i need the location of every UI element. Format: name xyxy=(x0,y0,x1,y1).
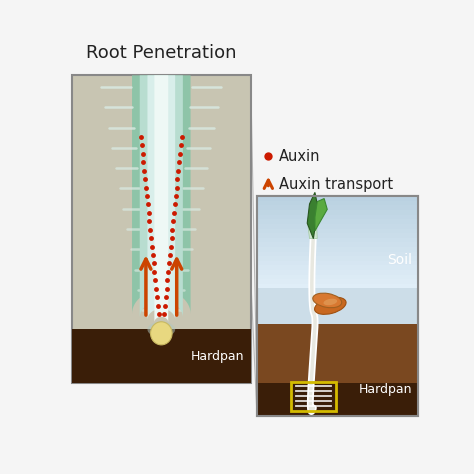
Text: Root Penetration: Root Penetration xyxy=(86,44,237,62)
Text: Hardpan: Hardpan xyxy=(191,350,245,363)
Ellipse shape xyxy=(313,293,342,308)
Bar xyxy=(257,270,419,274)
Bar xyxy=(257,210,419,215)
Bar xyxy=(257,260,419,265)
Bar xyxy=(257,233,419,238)
Bar xyxy=(257,201,419,205)
Ellipse shape xyxy=(151,322,172,345)
Bar xyxy=(257,205,419,210)
Polygon shape xyxy=(147,75,175,320)
Text: Soil: Soil xyxy=(387,253,412,267)
Ellipse shape xyxy=(147,322,175,337)
FancyBboxPatch shape xyxy=(72,75,251,383)
Bar xyxy=(257,214,419,219)
Bar xyxy=(257,324,419,416)
Text: Auxin: Auxin xyxy=(279,149,320,164)
Polygon shape xyxy=(132,75,191,314)
Bar xyxy=(72,329,251,383)
Polygon shape xyxy=(140,75,183,318)
Polygon shape xyxy=(155,75,168,322)
Bar xyxy=(257,219,419,224)
Bar xyxy=(257,246,419,252)
Bar xyxy=(257,383,419,416)
Ellipse shape xyxy=(315,297,346,314)
Text: Auxin transport: Auxin transport xyxy=(279,177,393,192)
FancyBboxPatch shape xyxy=(257,196,419,416)
Text: Hardpan: Hardpan xyxy=(359,383,412,396)
Bar xyxy=(257,283,419,288)
Bar xyxy=(257,279,419,284)
Bar xyxy=(257,242,419,247)
Bar xyxy=(291,382,336,411)
Bar xyxy=(257,237,419,242)
Bar xyxy=(257,224,419,228)
Bar xyxy=(257,265,419,270)
Polygon shape xyxy=(307,216,317,238)
Polygon shape xyxy=(307,192,317,238)
Bar xyxy=(257,274,419,279)
Polygon shape xyxy=(315,199,327,231)
Bar xyxy=(257,196,419,201)
Bar xyxy=(257,256,419,261)
Bar xyxy=(257,228,419,233)
Ellipse shape xyxy=(323,299,337,305)
Bar xyxy=(257,251,419,256)
